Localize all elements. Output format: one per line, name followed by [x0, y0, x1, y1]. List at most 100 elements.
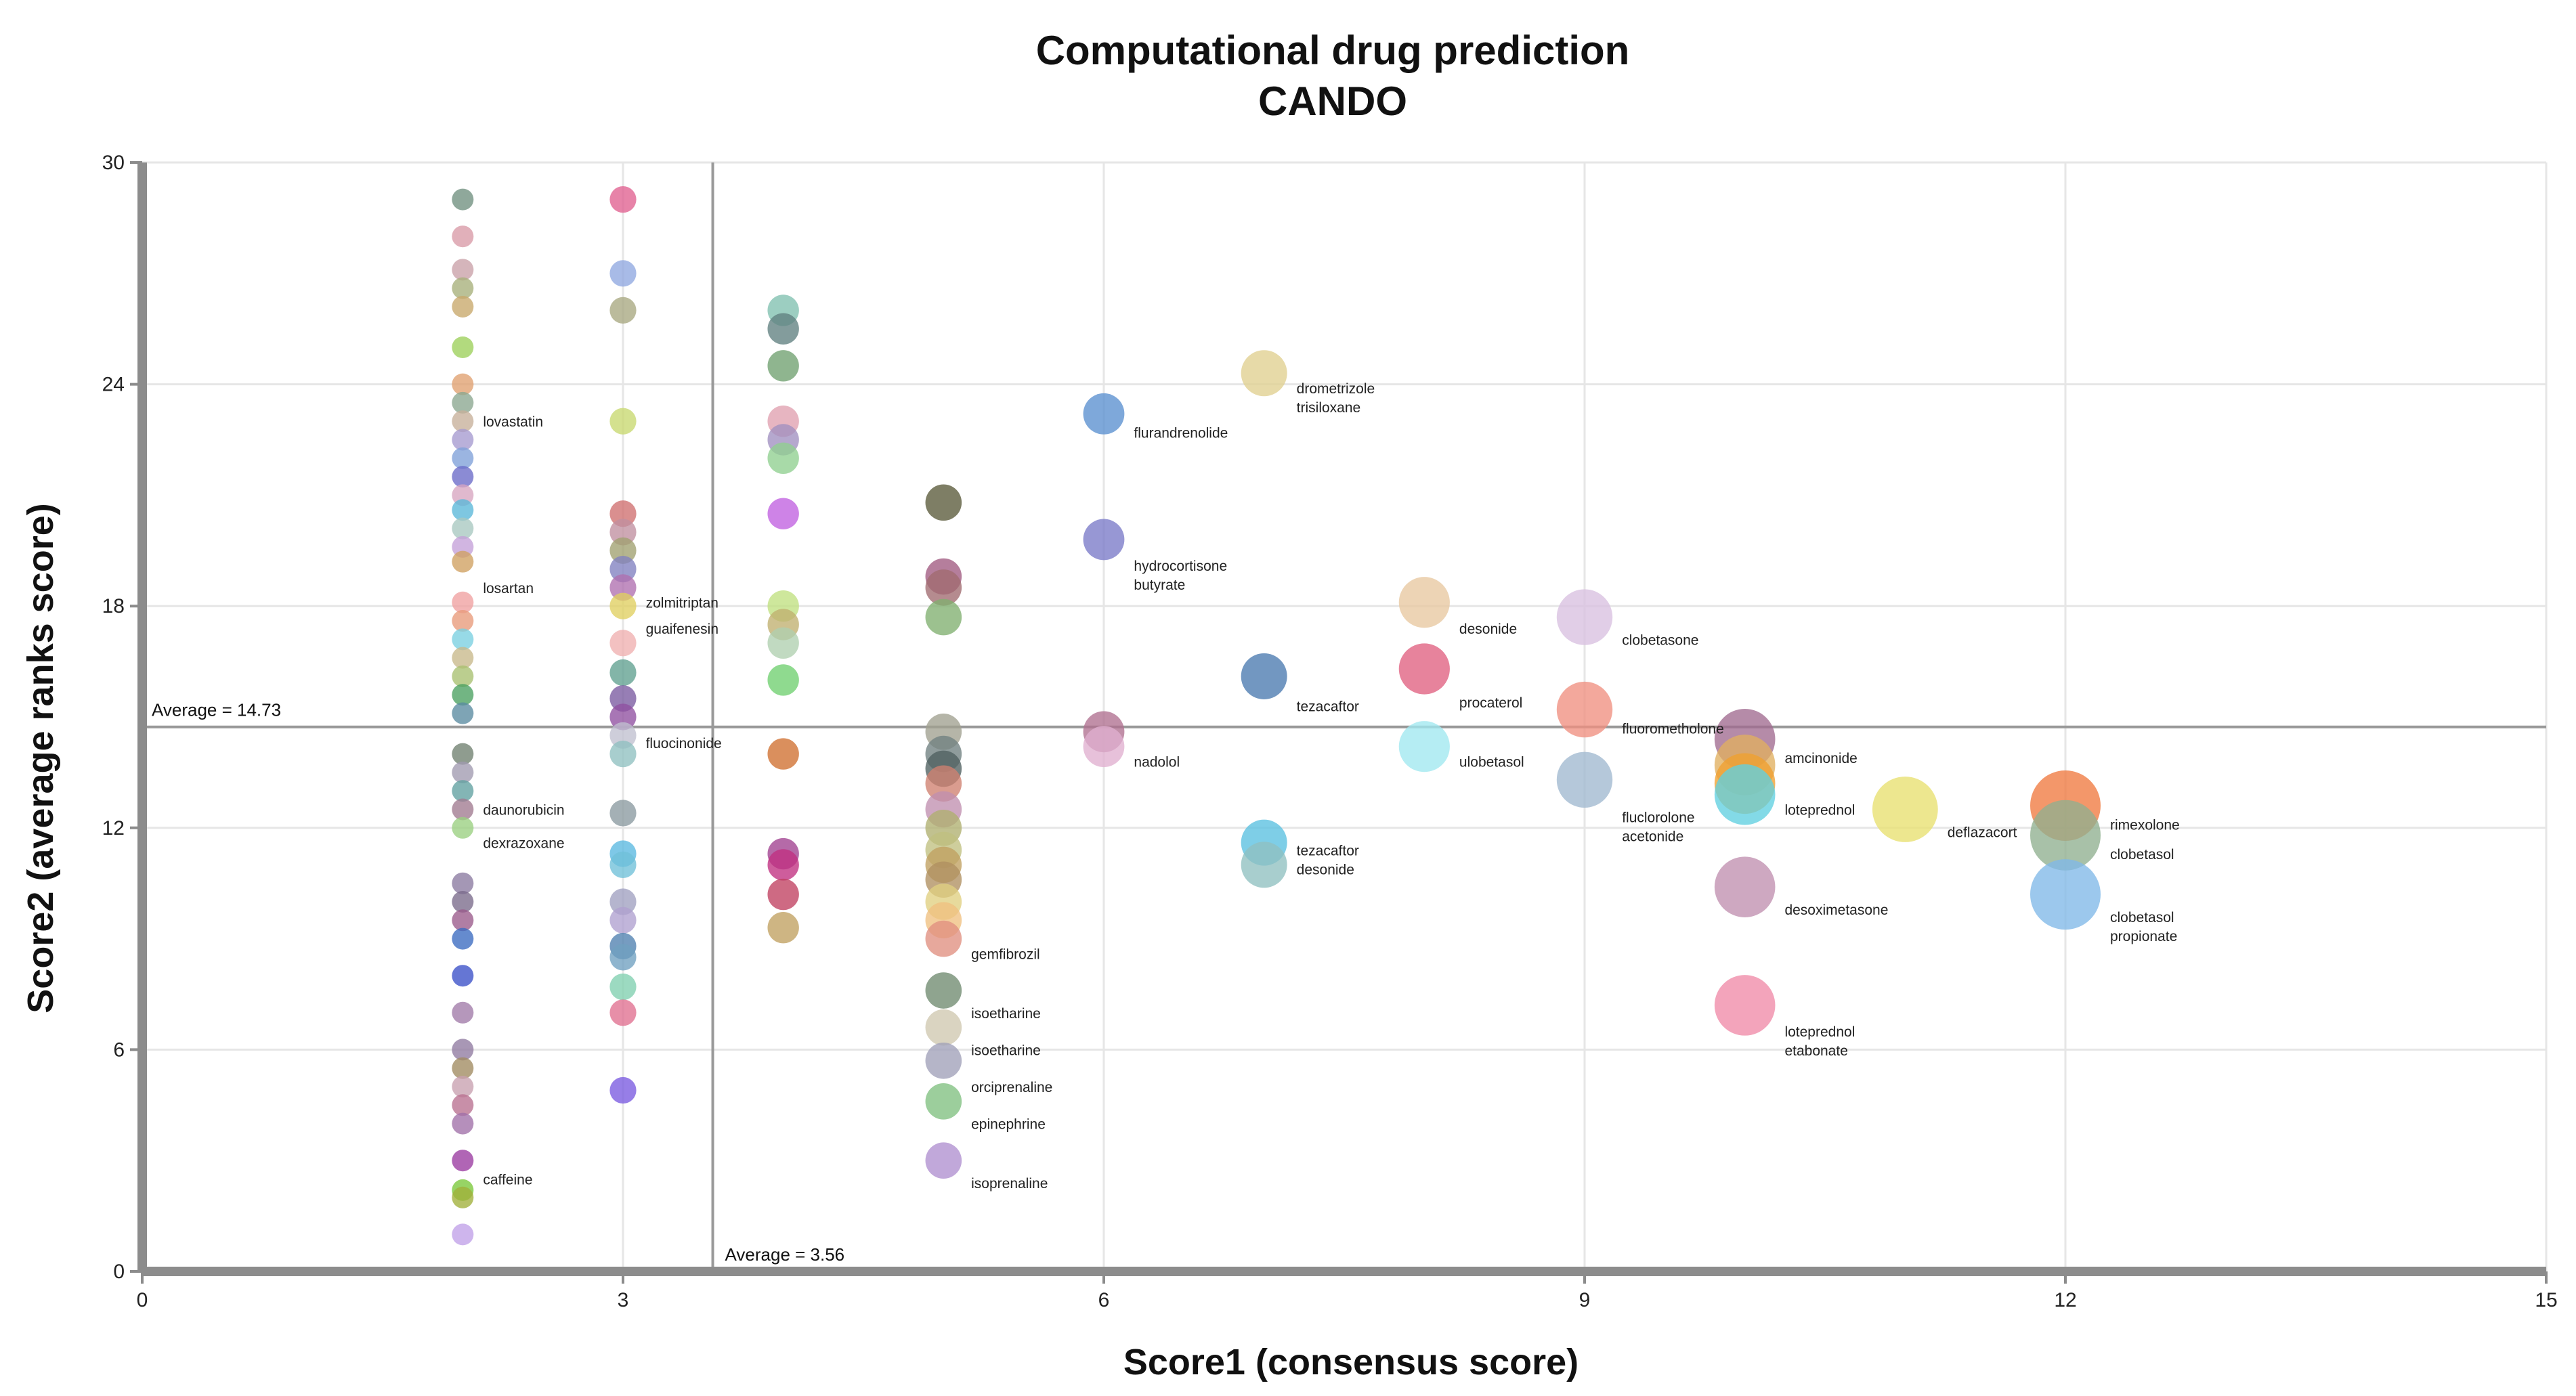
data-label: fluclorolone acetonide	[1622, 810, 1694, 844]
data-label: clobetasone	[1622, 632, 1698, 648]
data-point	[452, 816, 474, 839]
data-point	[452, 391, 474, 414]
data-label: ulobetasol	[1459, 755, 1524, 770]
x-tick-label: 12	[2054, 1289, 2076, 1311]
data-point	[452, 647, 474, 669]
data-point	[609, 408, 637, 435]
data-point	[609, 186, 637, 213]
data-point	[925, 484, 962, 521]
data-point	[1714, 856, 1776, 917]
data-label: loteprednol	[1784, 803, 1855, 819]
data-point	[609, 519, 637, 546]
data-point	[1398, 721, 1450, 772]
data-point	[452, 1076, 474, 1097]
data-point	[767, 627, 799, 659]
data-label: dexrazoxane	[483, 836, 564, 852]
data-label: orciprenaline	[971, 1080, 1052, 1095]
data-point	[609, 851, 637, 878]
y-tick-label: 6	[113, 1039, 125, 1061]
data-point	[452, 928, 474, 950]
data-point	[452, 466, 474, 488]
data-point	[609, 537, 637, 564]
data-label: hydrocortisone butyrate	[1134, 559, 1227, 593]
data-label: procaterol	[1459, 695, 1522, 711]
data-point	[925, 972, 962, 1009]
chart-subtitle: CANDO	[1258, 79, 1407, 124]
y-tick-label: 30	[102, 152, 125, 174]
data-label: deflazacort	[1948, 825, 2017, 840]
data-label: desonide	[1459, 621, 1517, 637]
data-point	[452, 550, 474, 573]
data-label: gemfibrozil	[971, 946, 1040, 962]
data-point	[1398, 643, 1450, 695]
y-tick-label: 12	[102, 817, 125, 839]
data-point	[452, 891, 474, 913]
data-point	[609, 741, 637, 768]
data-label: desoximetasone	[1784, 902, 1888, 918]
data-point	[1241, 350, 1287, 397]
data-point	[452, 591, 474, 613]
data-point	[609, 630, 637, 657]
data-point	[609, 907, 637, 934]
data-point	[452, 684, 474, 706]
data-point	[767, 350, 799, 382]
reference-label-y: Average = 14.73	[152, 700, 281, 720]
reference-lines: Average = 14.73 Average = 3.56	[142, 162, 2546, 1271]
data-label: daunorubicin	[483, 803, 564, 819]
data-point	[452, 1186, 474, 1208]
data-point	[609, 888, 637, 915]
data-point	[452, 259, 474, 281]
data-labels: lovastatin losartan daunorubicin dexrazoxan…	[483, 381, 2179, 1192]
data-point	[452, 1057, 474, 1079]
data-point	[452, 965, 474, 987]
data-point	[452, 872, 474, 894]
data-label: nadolol	[1134, 755, 1180, 770]
data-point	[609, 1076, 637, 1104]
data-label: clobetasol propionate	[2110, 910, 2177, 944]
data-point	[1556, 589, 1613, 645]
data-point	[452, 1150, 474, 1172]
y-tick-label: 24	[102, 374, 125, 396]
data-point	[609, 659, 637, 686]
data-label: caffeine	[483, 1173, 532, 1188]
data-point	[925, 765, 962, 802]
data-point	[1398, 577, 1450, 628]
data-label: guaifenesin	[646, 621, 718, 637]
data-point	[609, 800, 637, 827]
grid	[142, 161, 2548, 1271]
data-label: rimexolone	[2110, 817, 2180, 833]
data-label: zolmitriptan	[646, 596, 718, 611]
data-point	[452, 429, 474, 451]
data-point	[452, 188, 474, 211]
data-point	[452, 277, 474, 299]
data-point	[1556, 681, 1613, 738]
data-label: flurandrenolide	[1134, 426, 1228, 441]
data-point	[452, 798, 474, 821]
data-point	[452, 628, 474, 651]
data-point	[925, 1142, 962, 1179]
data-point	[1083, 393, 1125, 435]
data-point	[452, 517, 474, 540]
data-point	[1556, 751, 1613, 808]
data-label: isoetharine	[971, 1043, 1041, 1058]
data-point	[452, 225, 474, 248]
x-tick-label: 3	[618, 1289, 629, 1311]
y-tick-label: 18	[102, 595, 125, 617]
data-point	[452, 447, 474, 469]
x-tick-label: 15	[2535, 1289, 2557, 1311]
data-point	[1083, 726, 1125, 768]
data-point	[1714, 975, 1776, 1036]
data-point	[925, 920, 962, 957]
data-point	[1714, 764, 1776, 825]
data-label: isoprenaline	[971, 1176, 1048, 1192]
data-label: losartan	[483, 581, 534, 596]
data-point	[767, 878, 799, 911]
data-point	[452, 1094, 474, 1116]
data-point	[1241, 842, 1287, 888]
data-point	[925, 1083, 962, 1120]
data-point	[609, 722, 637, 749]
data-point	[2030, 800, 2101, 871]
data-point	[925, 598, 962, 636]
data-label: fluorometholone	[1622, 721, 1724, 737]
